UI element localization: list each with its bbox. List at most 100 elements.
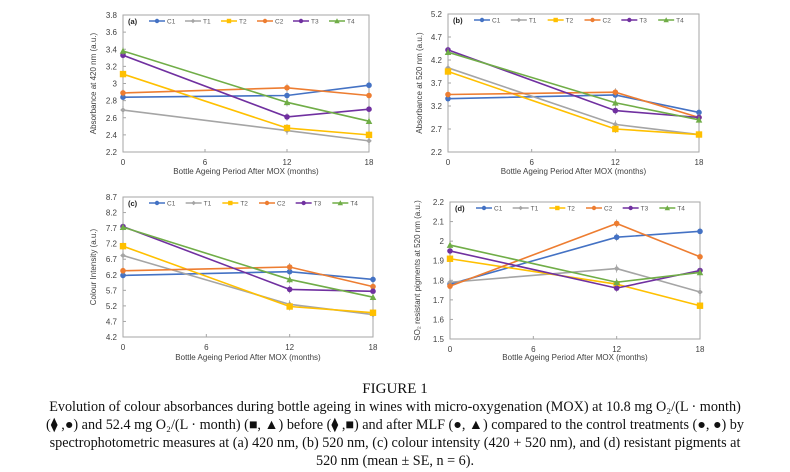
legend-item-t3: T3	[621, 18, 647, 25]
y-tick-label: 1.7	[433, 296, 445, 305]
legend-label: T3	[311, 19, 319, 26]
data-point	[286, 264, 293, 270]
data-point	[696, 302, 704, 309]
data-point	[286, 286, 293, 293]
legend: C1 T1 T2 C2 T3 T4	[476, 205, 685, 213]
data-point	[613, 265, 620, 272]
legend-item-t1: T1	[185, 19, 211, 26]
legend-marker	[262, 18, 268, 24]
data-point	[119, 70, 127, 78]
legend-marker	[555, 205, 560, 211]
y-tick-label: 6.2	[106, 271, 118, 280]
x-axis-label: Bottle Ageing Period After MOX (months)	[173, 167, 319, 176]
x-tick-label: 0	[446, 158, 451, 167]
x-tick-label: 6	[203, 158, 208, 167]
legend-item-t4: T4	[332, 200, 358, 208]
y-tick-label: 3	[113, 80, 118, 89]
y-tick-label: 2.6	[106, 114, 118, 123]
data-point	[447, 248, 453, 254]
data-point	[284, 84, 290, 91]
y-tick-label: 3.6	[106, 28, 118, 37]
y-tick-label: 5.2	[106, 302, 118, 311]
legend-label: T2	[240, 201, 248, 208]
series-line	[122, 254, 374, 316]
data-point	[369, 309, 377, 316]
legend-item-t2: T2	[549, 206, 575, 213]
data-point	[612, 121, 619, 128]
y-tick-label: 2	[440, 237, 445, 246]
legend-marker	[518, 205, 523, 211]
data-point	[613, 234, 620, 241]
legend: C1 T1 T2 C2 T3 T4	[474, 17, 684, 25]
data-point	[613, 285, 620, 291]
data-point	[369, 293, 377, 300]
caption-line-1: Evolution of colour absorbances during b…	[49, 399, 741, 415]
data-point	[119, 242, 127, 250]
legend-item-t4: T4	[659, 205, 685, 213]
legend-label: C2	[275, 19, 284, 26]
x-axis-label: Bottle Ageing Period After MOX (months)	[501, 167, 647, 176]
legend-label: C2	[604, 206, 613, 213]
y-tick-label: 2.4	[106, 131, 118, 140]
y-tick-label: 1.9	[433, 257, 445, 266]
x-tick-label: 0	[121, 343, 126, 352]
data-point	[283, 124, 291, 132]
series-line	[449, 250, 701, 289]
chart-panel-c: 4.2 4.7 5.2 5.7 6.2 6.7 7.2 7.7 8.2 8.7 0 6 12 18 Bott…	[89, 193, 378, 362]
data-point	[445, 95, 451, 102]
data-point	[120, 252, 126, 259]
data-point	[284, 114, 290, 120]
legend-label: T4	[347, 19, 355, 26]
legend-marker	[298, 18, 304, 24]
y-tick-label: 2.2	[433, 198, 445, 207]
series-c2	[120, 83, 372, 100]
legend-item-t2: T2	[221, 19, 247, 26]
y-tick-label: 2.2	[106, 148, 118, 157]
legend: C1 T1 T2 C2 T3 T4	[149, 18, 355, 26]
legend-marker	[190, 18, 196, 24]
data-point	[366, 138, 372, 144]
data-point	[697, 253, 703, 260]
legend-marker	[154, 200, 160, 206]
legend-item-t3: T3	[295, 201, 322, 208]
legend-label: T3	[639, 18, 647, 25]
series-t2	[119, 242, 377, 317]
legend-marker	[334, 18, 340, 24]
x-axis-label: Bottle Ageing Period After MOX (months)	[175, 353, 321, 362]
chart-panel-d: 1.5 1.6 1.7 1.8 1.9 2 2.1 2.2 0 6 12 18 Bottle Agein…	[413, 198, 705, 362]
legend-marker	[154, 18, 160, 24]
series-line	[122, 245, 374, 314]
y-tick-label: 3.2	[431, 102, 443, 111]
x-tick-label: 0	[121, 158, 126, 167]
data-point	[697, 228, 703, 235]
legend-item-c1: C1	[474, 18, 501, 25]
series-t4	[119, 46, 373, 126]
panel-label: (a)	[128, 17, 138, 26]
legend-item-t4: T4	[329, 18, 355, 26]
legend-label: T1	[204, 201, 212, 208]
data-point	[445, 91, 451, 98]
y-axis-label: Absorbance at 520 nm (a.u.)	[415, 32, 424, 134]
x-tick-label: 18	[365, 158, 374, 167]
plot-area-frame	[449, 201, 701, 340]
figure-caption: FIGURE 1 Evolution of colour absorbances…	[0, 380, 790, 470]
legend-item-t1: T1	[185, 201, 212, 208]
series-line	[449, 244, 701, 284]
legend-marker	[591, 205, 597, 211]
series-t2	[444, 67, 703, 139]
figure-label: FIGURE 1	[362, 381, 428, 397]
data-point	[120, 94, 126, 100]
data-point	[286, 276, 293, 283]
data-point	[613, 278, 620, 286]
legend-marker	[553, 17, 558, 23]
y-tick-label: 2.2	[431, 148, 443, 157]
series-c1	[447, 227, 703, 289]
panel-label: (b)	[453, 16, 463, 25]
data-point	[444, 68, 452, 75]
legend-label: C1	[167, 19, 176, 26]
y-tick-label: 3.2	[106, 62, 118, 71]
data-point	[284, 92, 290, 99]
legend-marker	[479, 17, 485, 23]
legend-item-c2: C2	[257, 19, 284, 26]
data-point	[612, 107, 619, 114]
